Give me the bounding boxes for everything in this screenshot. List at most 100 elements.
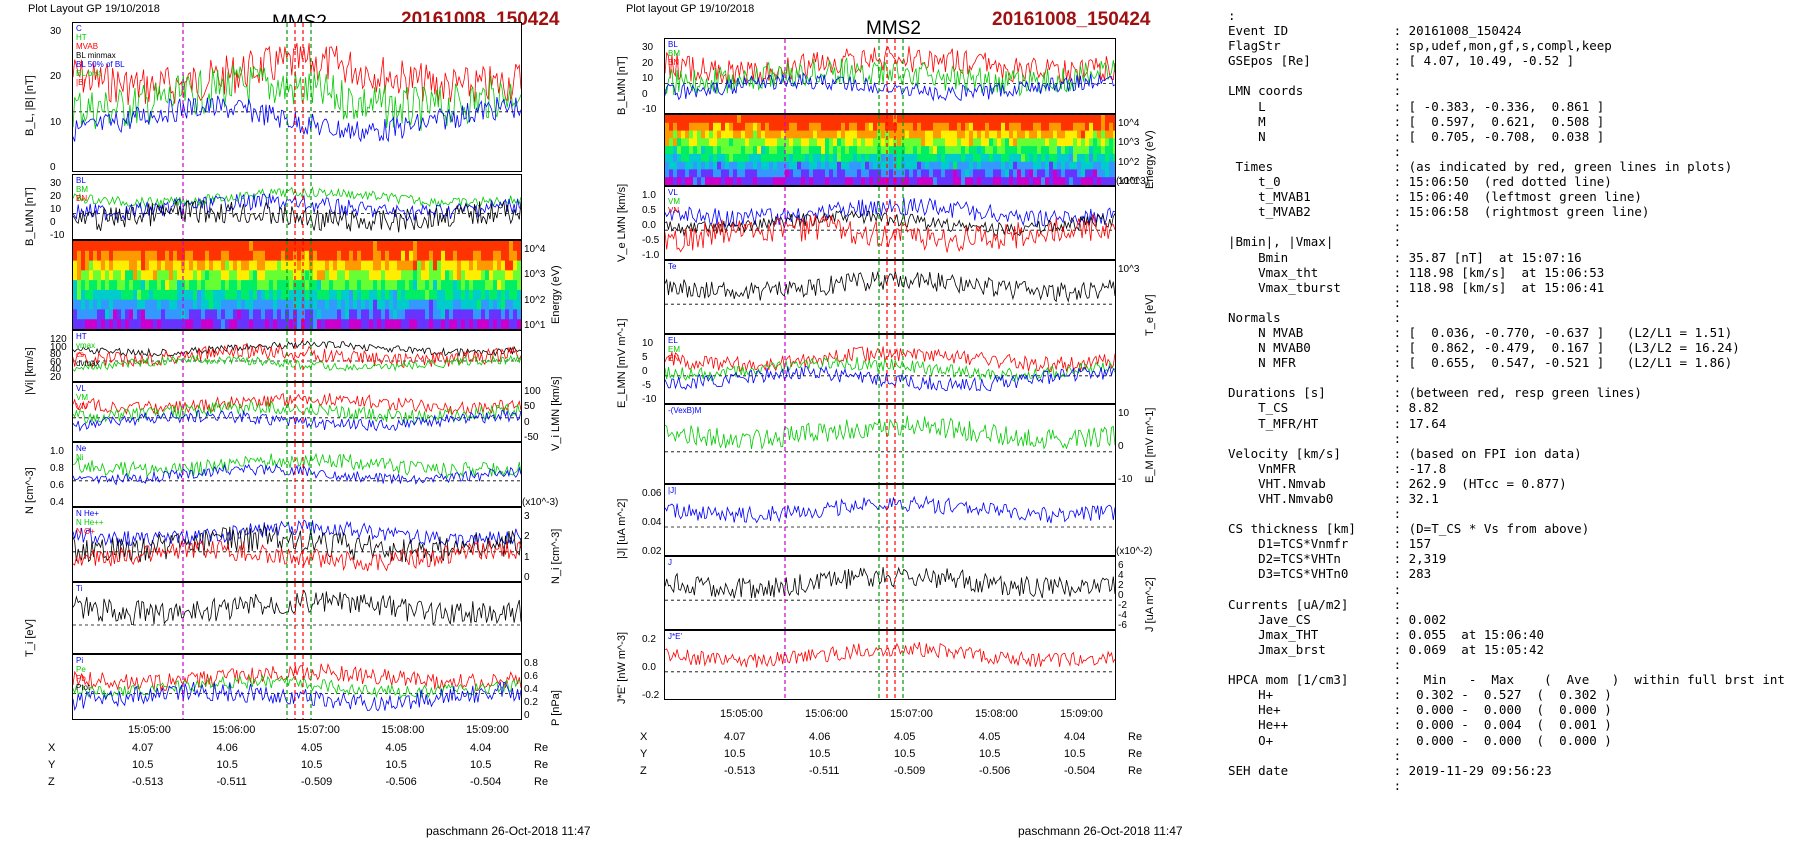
spectrogram-cell xyxy=(921,130,925,140)
spectrogram-cell xyxy=(117,260,121,272)
spectrogram-cell xyxy=(381,241,385,252)
spectrogram-cell xyxy=(965,177,969,185)
spectrogram-cell xyxy=(729,153,733,163)
info-line: Durations [s] : (between red, resp green… xyxy=(1228,385,1642,401)
spectrogram-cell xyxy=(1097,130,1101,140)
ephemeris-value: 4.05 xyxy=(301,742,323,754)
ephemeris-value: 10.5 xyxy=(132,759,154,771)
spectrogram-cell xyxy=(925,161,929,171)
spectrogram-cell xyxy=(513,260,517,272)
panel-legend: Ne Ni xyxy=(76,444,86,462)
spectrogram-cell xyxy=(205,309,209,321)
spectrogram-cell xyxy=(493,299,497,311)
legend-entry: J*E' xyxy=(668,632,682,641)
spectrogram-cell xyxy=(85,270,89,282)
spectrogram-cell xyxy=(1013,161,1017,171)
spectrogram-cell xyxy=(245,250,249,262)
spectrogram-cell xyxy=(137,280,141,291)
spectrogram-cell xyxy=(1049,122,1053,132)
spectrogram-cell xyxy=(757,138,761,148)
spectrogram-cell xyxy=(189,280,193,291)
spectrogram-cell xyxy=(785,138,789,148)
spectrogram-cell xyxy=(961,115,965,124)
spectrogram-cell xyxy=(957,169,961,179)
spectrogram-cell xyxy=(369,299,373,311)
ephemeris-value: -0.504 xyxy=(1064,765,1096,777)
spectrogram-cell xyxy=(369,270,373,282)
spectrogram-cell xyxy=(165,241,169,252)
spectrogram-cell xyxy=(801,138,805,148)
spectrogram-cell xyxy=(813,169,817,179)
spectrogram-cell xyxy=(933,138,937,148)
spectrogram-cell xyxy=(249,309,253,321)
spectrogram-cell xyxy=(1077,177,1081,185)
spectrogram-cell xyxy=(1009,130,1013,140)
spectrogram-cell xyxy=(381,299,385,311)
spectrogram-cell xyxy=(205,280,209,291)
series-line xyxy=(73,539,521,572)
series-line xyxy=(665,495,1115,524)
spectrogram-cell xyxy=(733,177,737,185)
spectrogram-cell xyxy=(821,161,825,171)
spectrogram-cell xyxy=(257,270,261,282)
spectrogram-cell xyxy=(689,130,693,140)
spectrogram-cell xyxy=(1049,153,1053,163)
spectrogram-cell xyxy=(93,250,97,262)
spectrogram-cell xyxy=(749,138,753,148)
spectrogram-cell xyxy=(677,138,681,148)
spectrogram-cell xyxy=(1093,177,1097,185)
spectrogram-cell xyxy=(701,169,705,179)
spectrogram-cell xyxy=(781,146,785,155)
spectrogram-cell xyxy=(245,319,249,329)
legend-entry: BL minmax xyxy=(76,51,116,60)
spectrogram-cell xyxy=(277,260,281,272)
spectrogram-cell xyxy=(1045,161,1049,171)
spectrogram-cell xyxy=(149,270,153,282)
spectrogram-cell xyxy=(869,115,873,124)
panel-tick: 1.0 xyxy=(50,446,64,457)
spectrogram-cell xyxy=(357,289,361,301)
spectrogram-cell xyxy=(445,250,449,262)
spectrogram-cell xyxy=(1097,122,1101,132)
spectrogram-cell xyxy=(321,260,325,272)
spectrogram-cell xyxy=(761,169,765,179)
spectrogram-cell xyxy=(177,299,181,311)
spectrogram-cell xyxy=(457,260,461,272)
spectrogram-cell xyxy=(445,270,449,282)
spectrogram-cell xyxy=(905,146,909,155)
spectrogram-cell xyxy=(945,153,949,163)
spectrogram-cell xyxy=(933,169,937,179)
spectrogram-cell xyxy=(845,130,849,140)
spectrogram-cell xyxy=(453,260,457,272)
spectrogram-cell xyxy=(1105,153,1109,163)
info-line: LMN coords : xyxy=(1228,83,1402,99)
spectrogram-cell xyxy=(481,280,485,291)
spectrogram-cell xyxy=(129,299,133,311)
spectrogram-cell xyxy=(385,289,389,301)
spectrogram-cell xyxy=(805,115,809,124)
spectrogram-cell xyxy=(385,309,389,321)
spectrogram-cell xyxy=(209,280,213,291)
spectrogram-cell xyxy=(157,299,161,311)
spectrogram-cell xyxy=(801,122,805,132)
spectrogram-cell xyxy=(373,280,377,291)
spectrogram-cell xyxy=(941,115,945,124)
spectrogram-cell xyxy=(473,270,477,282)
x-tick-label: 15:06:00 xyxy=(805,708,848,720)
spectrogram-cell xyxy=(497,270,501,282)
spectrogram-cell xyxy=(169,260,173,272)
spectrogram-cell xyxy=(133,299,137,311)
spectrogram-cell xyxy=(157,289,161,301)
spectrogram-cell xyxy=(829,122,833,132)
spectrogram-cell xyxy=(517,280,521,291)
spectrogram-cell xyxy=(413,289,417,301)
spectrogram-cell xyxy=(1037,177,1041,185)
spectrogram-cell xyxy=(329,319,333,329)
spectrogram-cell xyxy=(941,146,945,155)
spectrogram-cell xyxy=(865,130,869,140)
spectrogram-cell xyxy=(1029,122,1033,132)
spectrogram-cell xyxy=(765,122,769,132)
spectrogram-cell xyxy=(281,319,285,329)
spectrogram-cell xyxy=(201,319,205,329)
spectrogram-cell xyxy=(173,270,177,282)
